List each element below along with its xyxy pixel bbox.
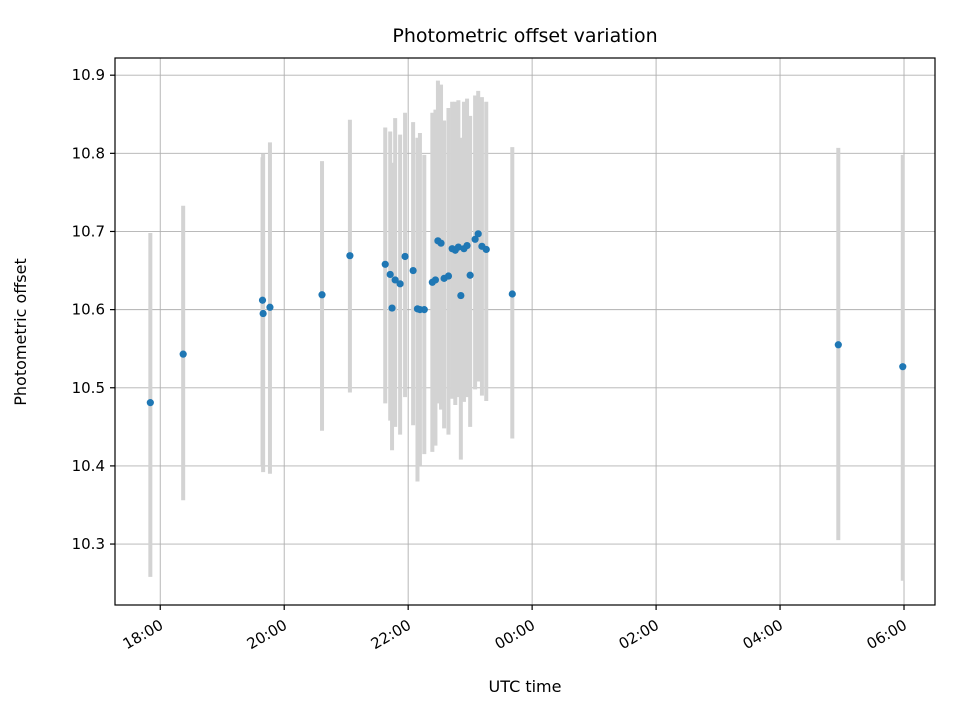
x-tick-label: 22:00	[368, 616, 414, 653]
data-point	[259, 309, 267, 318]
data-point	[179, 350, 187, 358]
data-point	[401, 252, 409, 261]
data-point	[386, 270, 394, 279]
data-point	[482, 245, 490, 254]
data-point	[431, 276, 440, 284]
data-point	[381, 260, 389, 268]
data-point	[444, 272, 453, 280]
data-point	[474, 230, 482, 238]
y-tick-label: 10.3	[72, 535, 105, 553]
data-point	[420, 306, 428, 314]
x-tick-label: 20:00	[244, 616, 290, 653]
data-point	[391, 276, 399, 284]
data-point	[437, 239, 445, 247]
data-point	[346, 252, 354, 260]
x-axis-ticks: 18:00 20:00 22:00 00:00 02:00 04:00 06:00	[120, 605, 910, 653]
x-tick-label: 06:00	[864, 616, 910, 653]
y-tick-label: 10.5	[72, 379, 105, 397]
y-axis-label: Photometric offset	[11, 258, 30, 406]
data-point	[318, 291, 326, 299]
data-point	[466, 271, 474, 279]
data-point	[409, 266, 417, 275]
chart-title: Photometric offset variation	[392, 25, 657, 47]
plot-border	[114, 57, 936, 606]
data-point	[834, 341, 842, 349]
error-bars	[148, 80, 905, 581]
data-point	[508, 290, 516, 298]
y-tick-label: 10.6	[72, 301, 105, 319]
x-tick-label: 00:00	[492, 616, 538, 653]
data-point	[396, 280, 404, 288]
data-point	[258, 296, 267, 304]
x-tick-label: 02:00	[616, 616, 662, 653]
y-tick-label: 10.4	[72, 457, 105, 475]
data-point	[146, 399, 154, 407]
x-tick-label: 18:00	[120, 616, 166, 653]
x-tick-label: 04:00	[740, 616, 786, 653]
data-point	[457, 291, 465, 300]
data-point	[454, 243, 462, 251]
data-points	[146, 230, 907, 407]
data-point	[388, 304, 396, 312]
y-tick-label: 10.7	[72, 222, 105, 240]
gridlines	[115, 58, 935, 605]
y-axis-ticks: 10.3 10.4 10.5 10.6 10.7 10.8 10.9	[72, 66, 115, 553]
data-point	[899, 363, 907, 371]
y-tick-label: 10.8	[72, 144, 105, 162]
data-point	[471, 235, 479, 243]
data-point	[266, 303, 274, 311]
y-tick-label: 10.9	[72, 66, 105, 84]
x-axis-label: UTC time	[489, 677, 562, 696]
data-point	[463, 241, 471, 250]
